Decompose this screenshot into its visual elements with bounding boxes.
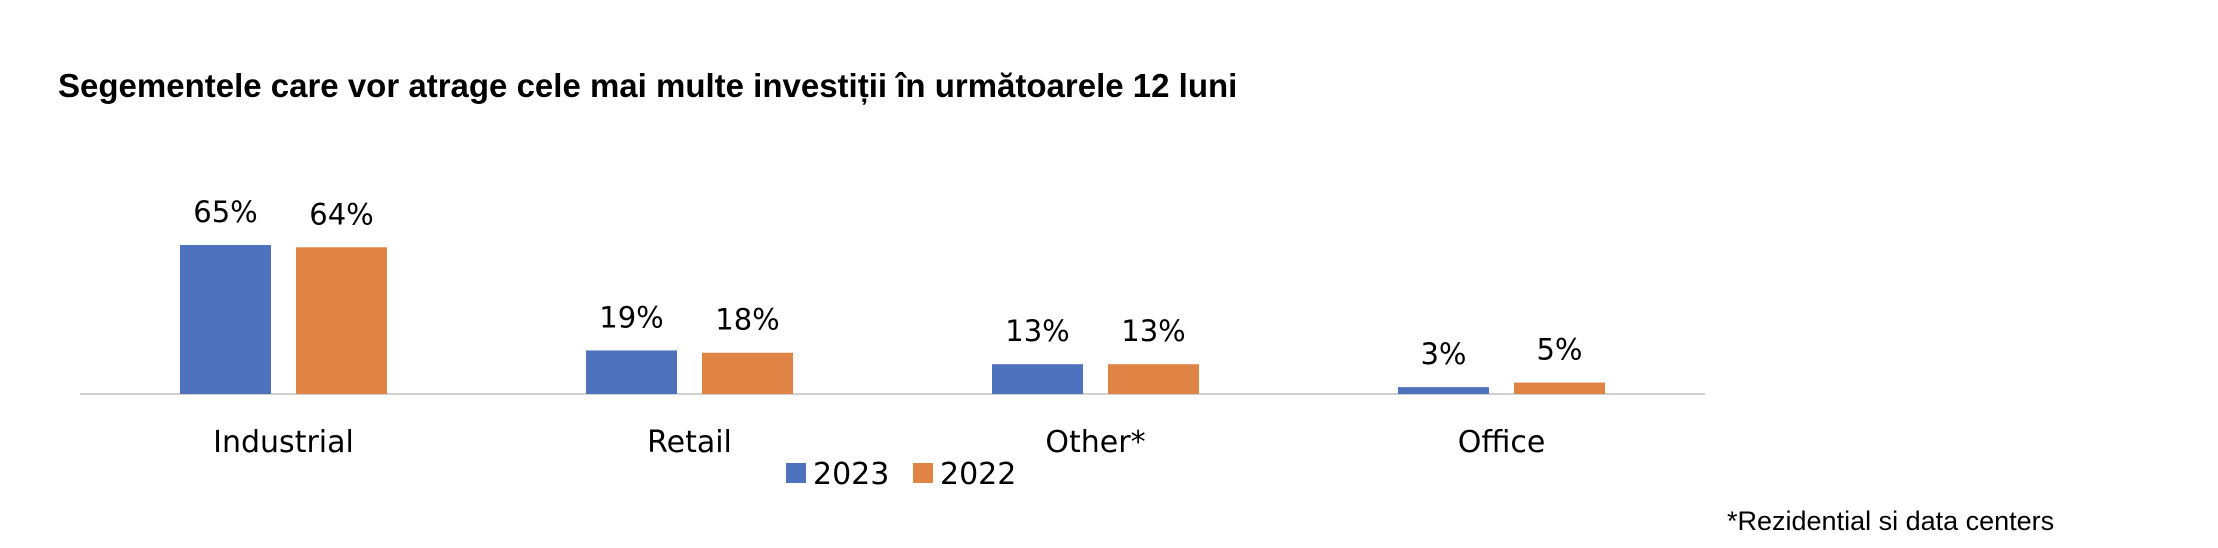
data-label: 3% <box>1420 337 1466 371</box>
bar-2022-retail <box>702 352 793 394</box>
legend-label-2023: 2023 <box>813 457 889 492</box>
bar-2022-industrial <box>296 247 387 394</box>
bar-2022-office <box>1514 382 1605 394</box>
x-tick-label: Office <box>1458 425 1546 460</box>
bar-2023-other <box>992 364 1083 394</box>
x-tick-label: Industrial <box>213 425 354 460</box>
data-label: 18% <box>715 303 779 337</box>
category-labels-group: Industrial Retail Other* Office <box>213 425 1545 460</box>
data-label: 19% <box>599 300 663 334</box>
bar-2022-other <box>1108 364 1199 394</box>
x-tick-label: Retail <box>647 425 732 460</box>
legend: 2023 2022 <box>786 457 1016 492</box>
legend-swatch-2022 <box>913 463 933 483</box>
data-label: 64% <box>309 197 373 231</box>
value-labels-group: 65% 64% 19% 18% 13% 13% 3% 5% <box>193 195 1582 371</box>
data-label: 5% <box>1536 333 1582 367</box>
data-label: 13% <box>1005 314 1069 348</box>
data-label: 65% <box>193 195 257 229</box>
bars-group <box>180 245 1605 394</box>
bar-2023-industrial <box>180 245 271 394</box>
legend-label-2022: 2022 <box>940 457 1016 492</box>
bar-2023-office <box>1398 387 1489 394</box>
data-label: 13% <box>1121 314 1185 348</box>
x-tick-label: Other* <box>1045 425 1145 460</box>
footnote: *Rezidential si data centers <box>1727 506 2054 536</box>
chart-title: Segementele care vor atrage cele mai mul… <box>58 67 1237 105</box>
bar-2023-retail <box>586 350 677 394</box>
legend-swatch-2023 <box>786 463 806 483</box>
